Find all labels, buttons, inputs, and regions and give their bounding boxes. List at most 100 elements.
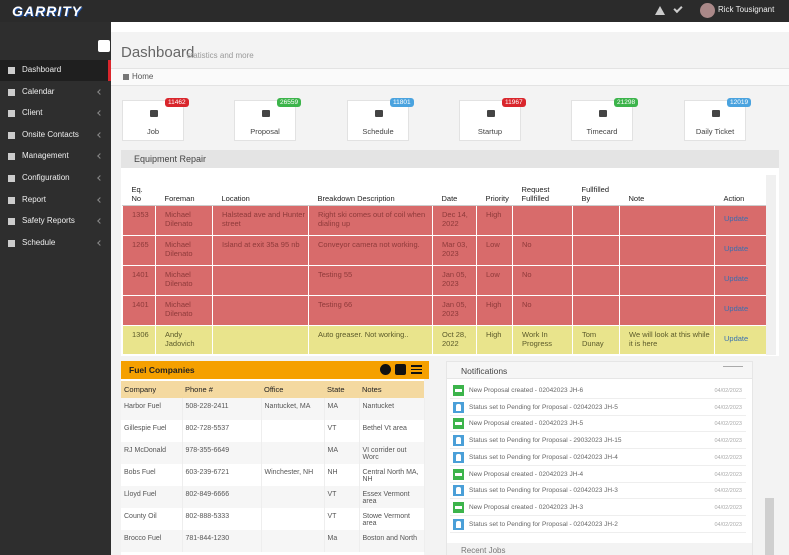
breadcrumb-home[interactable]: Home <box>132 72 154 81</box>
fuel-row[interactable]: Gillespie Fuel 802-728-5537 VT Bethel Vt ar… <box>121 420 425 442</box>
cell: 1306 <box>122 325 156 355</box>
notification-icon <box>453 518 464 530</box>
panel-tools[interactable] <box>723 366 743 373</box>
stat-tile[interactable]: Daily Ticket 12019 <box>684 98 752 141</box>
fuel-row[interactable]: RJ McDonald 978-355-6649 MA VI corrider out… <box>121 442 425 464</box>
notification[interactable]: New Proposal created - 02042023 JH-3 04/0… <box>450 501 746 516</box>
nav-item[interactable]: Configuration <box>0 168 111 189</box>
notification[interactable]: New Proposal created - 02042023 JH-4 04/0… <box>450 468 746 483</box>
update-link[interactable]: Update <box>714 295 766 326</box>
update-link[interactable]: Update <box>714 265 766 296</box>
user-name[interactable]: Rick Tousignant <box>718 5 775 14</box>
notification[interactable]: New Proposal created - 02042023 JH-5 04/0… <box>450 417 746 433</box>
cell: Auto greaser. Not working.. <box>308 325 433 355</box>
cell <box>261 530 325 552</box>
fuel-panel: Company Phone # Office State Notes Harbor Fue… <box>121 379 425 555</box>
nav-label: Safety Reports <box>22 216 75 226</box>
stat-tile[interactable]: Schedule 11801 <box>347 98 414 141</box>
alert-icon[interactable] <box>655 6 665 15</box>
fuel-row[interactable]: Brocco Fuel 781-844-1230 Ma Boston and Nort… <box>121 530 425 552</box>
nav-item[interactable]: Management <box>0 146 111 167</box>
equipment-header: Equipment Repair <box>121 150 779 168</box>
nav-item[interactable]: Onsite Contacts <box>0 125 111 146</box>
nav-item[interactable]: Calendar <box>0 82 111 103</box>
cell <box>572 205 620 236</box>
cell: Michael Dilenato <box>155 235 213 266</box>
nav-icon <box>8 67 15 74</box>
nav-label: Calendar <box>22 86 55 96</box>
nav-label: Management <box>22 151 69 161</box>
add-button[interactable] <box>380 364 391 375</box>
update-link[interactable]: Update <box>714 205 766 236</box>
collapse-button[interactable] <box>98 40 110 52</box>
cell: No <box>512 265 573 296</box>
repair-row: 1401 Michael Dilenato Testing 66 Jan 05, 20… <box>122 295 766 326</box>
cell: Gillespie Fuel <box>121 420 183 442</box>
cell: Dec 14, 2022 <box>432 205 477 236</box>
nav-item[interactable]: Schedule <box>0 233 111 254</box>
icon-glyph <box>456 453 461 461</box>
fuel-row[interactable]: Bobs Fuel 603-239-6721 Winchester, NH NH Cen… <box>121 464 425 486</box>
cell: 978-355-6649 <box>182 442 262 464</box>
cell: Lloyd Fuel <box>121 486 183 508</box>
repair-row: 1353 Michael Dilenato Halstead ave and Hun… <box>122 205 766 236</box>
notification-icon <box>453 401 464 413</box>
notification[interactable]: Status set to Pending for Proposal - 020… <box>450 401 746 416</box>
notification[interactable]: Status set to Pending for Proposal - 020… <box>450 484 746 500</box>
cell: Michael Dilenato <box>155 295 213 326</box>
list-button[interactable] <box>411 365 422 374</box>
cell: VT <box>324 486 360 508</box>
logo[interactable]: GARRITY <box>12 3 82 19</box>
notification-date: 04/02/2023 <box>714 421 742 428</box>
cell: No <box>512 295 573 326</box>
notification[interactable]: Status set to Pending for Proposal - 020… <box>450 451 746 466</box>
recent-jobs-title: Recent Jobs <box>461 546 506 555</box>
scrollbar <box>766 175 776 355</box>
nav-icon <box>8 196 15 204</box>
column-header: Date <box>432 175 477 206</box>
update-link[interactable]: Update <box>714 235 766 266</box>
page-subtitle: statistics and more <box>187 51 254 60</box>
nav-chevron <box>97 110 103 117</box>
cell: 508-228-2411 <box>182 398 262 420</box>
notification[interactable]: Status set to Pending for Proposal - 020… <box>450 518 746 533</box>
stat-tile[interactable]: Job 11462 <box>122 98 189 141</box>
cell: VT <box>324 420 360 442</box>
equipment-table: Eq. No Foreman Location Breakdown Descripti… <box>122 175 766 355</box>
nav-chevron <box>97 239 103 246</box>
nav-icon <box>8 88 15 96</box>
check-icon[interactable] <box>673 3 683 14</box>
cell <box>261 486 325 508</box>
notification-icon <box>453 435 464 447</box>
fuel-row[interactable]: County Oil 802-888-5333 VT Stowe Vermont ar… <box>121 508 425 530</box>
fuel-row[interactable]: Lloyd Fuel 802-849-6666 VT Essex Vermont ar… <box>121 486 425 508</box>
sidebar: Dashboard Calendar Client Onsite Contacts Ma… <box>0 22 111 555</box>
stat-tile[interactable]: Timecard 21298 <box>571 98 639 141</box>
nav-item[interactable]: Safety Reports <box>0 211 111 232</box>
cell: 1401 <box>122 265 156 296</box>
fuel-row[interactable]: Harbor Fuel 508-228-2411 Nantucket, MA MA Na… <box>121 398 425 420</box>
nav-icon <box>8 218 15 226</box>
nav-item[interactable]: Dashboard <box>0 60 111 81</box>
cell: Testing 66 <box>308 295 433 326</box>
stat-tile[interactable]: Proposal 26559 <box>234 98 302 141</box>
cell: MA <box>324 442 360 464</box>
tile-badge: 11967 <box>502 98 526 107</box>
avatar[interactable] <box>700 3 715 18</box>
edit-button[interactable] <box>395 364 406 375</box>
nav-label: Onsite Contacts <box>22 129 79 139</box>
icon-glyph <box>455 422 462 426</box>
column-header: Location <box>212 175 309 206</box>
stat-tile[interactable]: Startup 11967 <box>459 98 526 141</box>
cell: RJ McDonald <box>121 442 183 464</box>
cell: Bobs Fuel <box>121 464 183 486</box>
cell: Jan 05, 2023 <box>432 265 477 296</box>
notification[interactable]: Status set to Pending for Proposal - 290… <box>450 434 746 450</box>
nav-item[interactable]: Client <box>0 103 111 124</box>
nav-item[interactable]: Report <box>0 190 111 211</box>
nav-label: Schedule <box>22 237 56 247</box>
update-link[interactable]: Update <box>714 325 766 355</box>
notification[interactable]: New Proposal created - 02042023 JH-6 04/0… <box>450 384 746 399</box>
cell: Michael Dilenato <box>155 265 213 296</box>
